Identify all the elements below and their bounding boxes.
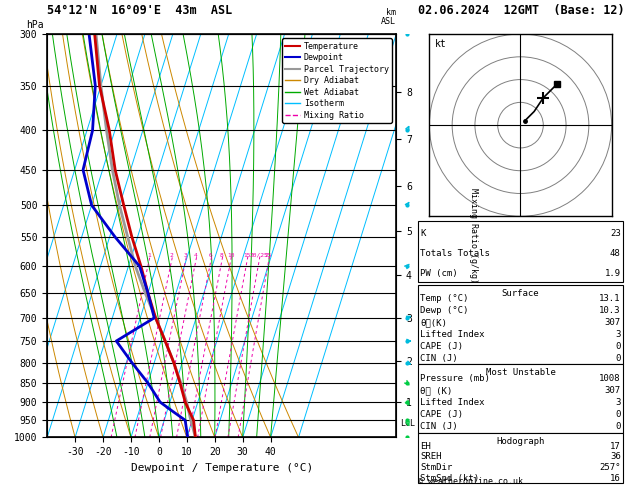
Text: hPa: hPa — [26, 20, 44, 30]
Text: EH: EH — [420, 442, 431, 451]
Text: 02.06.2024  12GMT  (Base: 12): 02.06.2024 12GMT (Base: 12) — [418, 4, 625, 17]
FancyBboxPatch shape — [418, 285, 623, 364]
Text: 8: 8 — [220, 253, 224, 258]
Text: 0: 0 — [615, 342, 621, 351]
Text: 15: 15 — [243, 253, 251, 258]
Text: Mixing Ratio (g/kg): Mixing Ratio (g/kg) — [469, 188, 477, 283]
Text: 20/25: 20/25 — [250, 253, 269, 258]
Text: kt: kt — [435, 39, 447, 50]
Text: 48: 48 — [610, 249, 621, 258]
Text: CIN (J): CIN (J) — [420, 354, 458, 363]
Text: 13.1: 13.1 — [599, 294, 621, 303]
Text: 23: 23 — [610, 229, 621, 238]
Text: 257°: 257° — [599, 463, 621, 472]
Text: © weatheronline.co.uk: © weatheronline.co.uk — [418, 477, 523, 486]
Text: Temp (°C): Temp (°C) — [420, 294, 469, 303]
Text: PW (cm): PW (cm) — [420, 269, 458, 278]
Text: 10: 10 — [227, 253, 235, 258]
Text: 54°12'N  16°09'E  43m  ASL: 54°12'N 16°09'E 43m ASL — [47, 4, 233, 17]
Text: CAPE (J): CAPE (J) — [420, 410, 464, 419]
Text: Pressure (mb): Pressure (mb) — [420, 374, 490, 382]
Text: Hodograph: Hodograph — [496, 437, 545, 446]
Text: CAPE (J): CAPE (J) — [420, 342, 464, 351]
Text: 0: 0 — [615, 422, 621, 432]
Text: CIN (J): CIN (J) — [420, 422, 458, 432]
Text: 0: 0 — [615, 410, 621, 419]
Text: 2: 2 — [170, 253, 174, 258]
Text: 307: 307 — [604, 318, 621, 327]
FancyBboxPatch shape — [418, 221, 623, 282]
Text: 0: 0 — [615, 354, 621, 363]
Text: 4: 4 — [194, 253, 198, 258]
Text: θᴄ(K): θᴄ(K) — [420, 318, 447, 327]
Text: Dewp (°C): Dewp (°C) — [420, 306, 469, 315]
Text: θᴄ (K): θᴄ (K) — [420, 386, 453, 395]
Text: Lifted Index: Lifted Index — [420, 398, 485, 407]
Text: km
ASL: km ASL — [381, 8, 396, 26]
Text: 307: 307 — [604, 386, 621, 395]
Text: K: K — [420, 229, 426, 238]
Text: StmDir: StmDir — [420, 463, 453, 472]
Text: Totals Totals: Totals Totals — [420, 249, 490, 258]
Text: StmSpd (kt): StmSpd (kt) — [420, 473, 479, 483]
Text: 6: 6 — [209, 253, 213, 258]
Text: 17: 17 — [610, 442, 621, 451]
X-axis label: Dewpoint / Temperature (°C): Dewpoint / Temperature (°C) — [131, 463, 313, 473]
Text: 25: 25 — [265, 253, 272, 258]
Text: Surface: Surface — [502, 289, 539, 297]
Text: 3: 3 — [184, 253, 187, 258]
Text: Lifted Index: Lifted Index — [420, 330, 485, 339]
Text: 3: 3 — [615, 398, 621, 407]
Text: 1: 1 — [147, 253, 151, 258]
Text: 3: 3 — [615, 330, 621, 339]
Text: 1008: 1008 — [599, 374, 621, 382]
Text: SREH: SREH — [420, 452, 442, 461]
Text: Most Unstable: Most Unstable — [486, 368, 555, 377]
Text: 16: 16 — [610, 473, 621, 483]
Text: 10.3: 10.3 — [599, 306, 621, 315]
FancyBboxPatch shape — [418, 433, 623, 484]
Legend: Temperature, Dewpoint, Parcel Trajectory, Dry Adiabat, Wet Adiabat, Isotherm, Mi: Temperature, Dewpoint, Parcel Trajectory… — [282, 38, 392, 123]
Text: LCL: LCL — [400, 419, 415, 428]
FancyBboxPatch shape — [418, 364, 623, 433]
Text: 1.9: 1.9 — [604, 269, 621, 278]
Text: 36: 36 — [610, 452, 621, 461]
